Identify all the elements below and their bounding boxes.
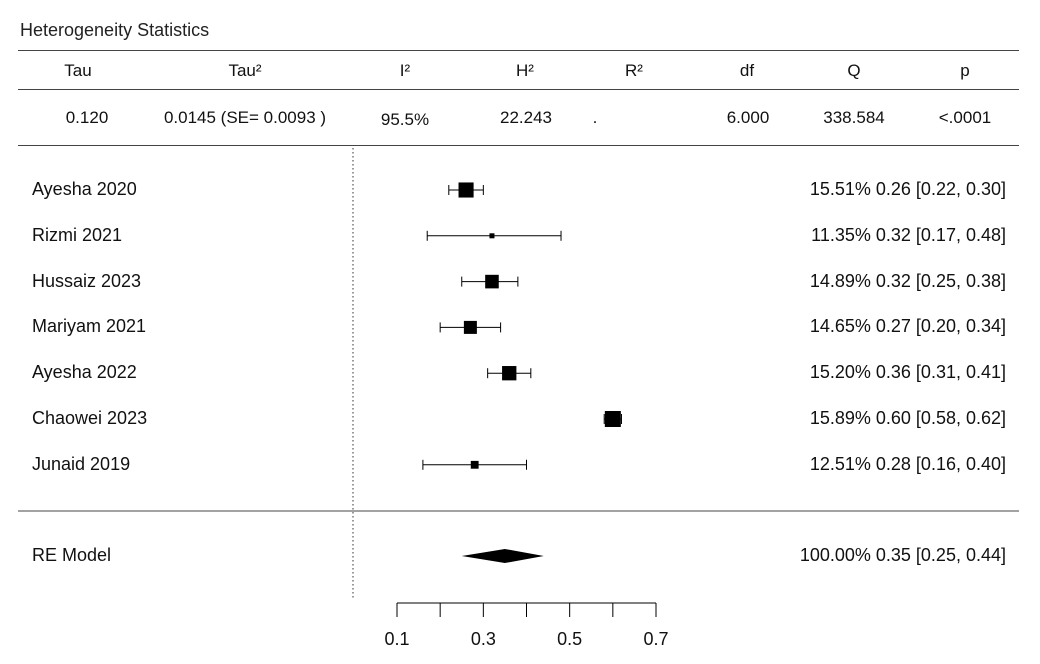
header-r2: R² (625, 61, 643, 80)
table-top-rule (18, 50, 1019, 51)
study-estimate-text: 11.35% 0.32 [0.17, 0.48] (811, 224, 1006, 245)
summary-estimate-text: 100.00% 0.35 [0.25, 0.44] (799, 545, 1006, 565)
header-q: Q (847, 61, 861, 80)
study-estimate-text: 14.89% 0.32 [0.25, 0.38] (809, 270, 1006, 291)
value-p: <.0001 (938, 108, 992, 127)
study-label: Chaowei 2023 (32, 408, 148, 428)
header-df: df (739, 61, 755, 80)
x-tick-label: 0.1 (384, 629, 409, 649)
effect-square (463, 320, 477, 334)
header-tau: Tau (64, 61, 92, 80)
header-tau2: Tau² (228, 61, 262, 80)
effect-square (485, 274, 499, 289)
summary-diamond (461, 549, 544, 563)
value-df: 6.000 (726, 108, 770, 127)
heterogeneity-title: Heterogeneity Statistics (20, 20, 210, 40)
study-estimate-text: 15.51% 0.26 [0.22, 0.30] (809, 179, 1006, 199)
value-q: 338.584 (823, 108, 885, 127)
header-i2: I² (399, 61, 411, 80)
study-estimate-text: 12.51% 0.28 [0.16, 0.40] (809, 453, 1006, 474)
effect-square (470, 460, 479, 469)
x-tick-label: 0.7 (643, 629, 668, 649)
effect-square (458, 182, 474, 198)
value-h2: 22.243 (500, 108, 552, 127)
x-tick-label: 0.3 (471, 629, 496, 649)
study-label: Mariyam 2021 (32, 316, 147, 337)
study-label: Junaid 2019 (32, 453, 131, 474)
study-label: Ayesha 2022 (32, 362, 137, 383)
effect-square (604, 411, 621, 427)
table-bottom-rule (18, 145, 1019, 146)
x-tick-label: 0.5 (557, 629, 582, 649)
study-label: Rizmi 2021 (32, 224, 123, 245)
study-label: Ayesha 2020 (32, 179, 137, 199)
value-tau: 0.120 (65, 108, 109, 127)
header-h2: H² (516, 61, 534, 80)
header-p: p (960, 61, 970, 80)
study-estimate-text: 15.89% 0.60 [0.58, 0.62] (809, 408, 1006, 428)
study-estimate-text: 14.65% 0.27 [0.20, 0.34] (809, 316, 1006, 337)
study-label: Hussaiz 2023 (32, 270, 142, 291)
study-estimate-text: 15.20% 0.36 [0.31, 0.41] (809, 362, 1006, 383)
value-tau2: 0.0145 (SE= 0.0093 ) (163, 108, 327, 127)
effect-square (489, 233, 495, 239)
effect-square (502, 366, 517, 381)
summary-label: RE Model (32, 545, 112, 565)
table-header-rule (18, 89, 1019, 90)
value-r2: . (592, 108, 598, 127)
value-i2: 95.5% (380, 110, 430, 129)
